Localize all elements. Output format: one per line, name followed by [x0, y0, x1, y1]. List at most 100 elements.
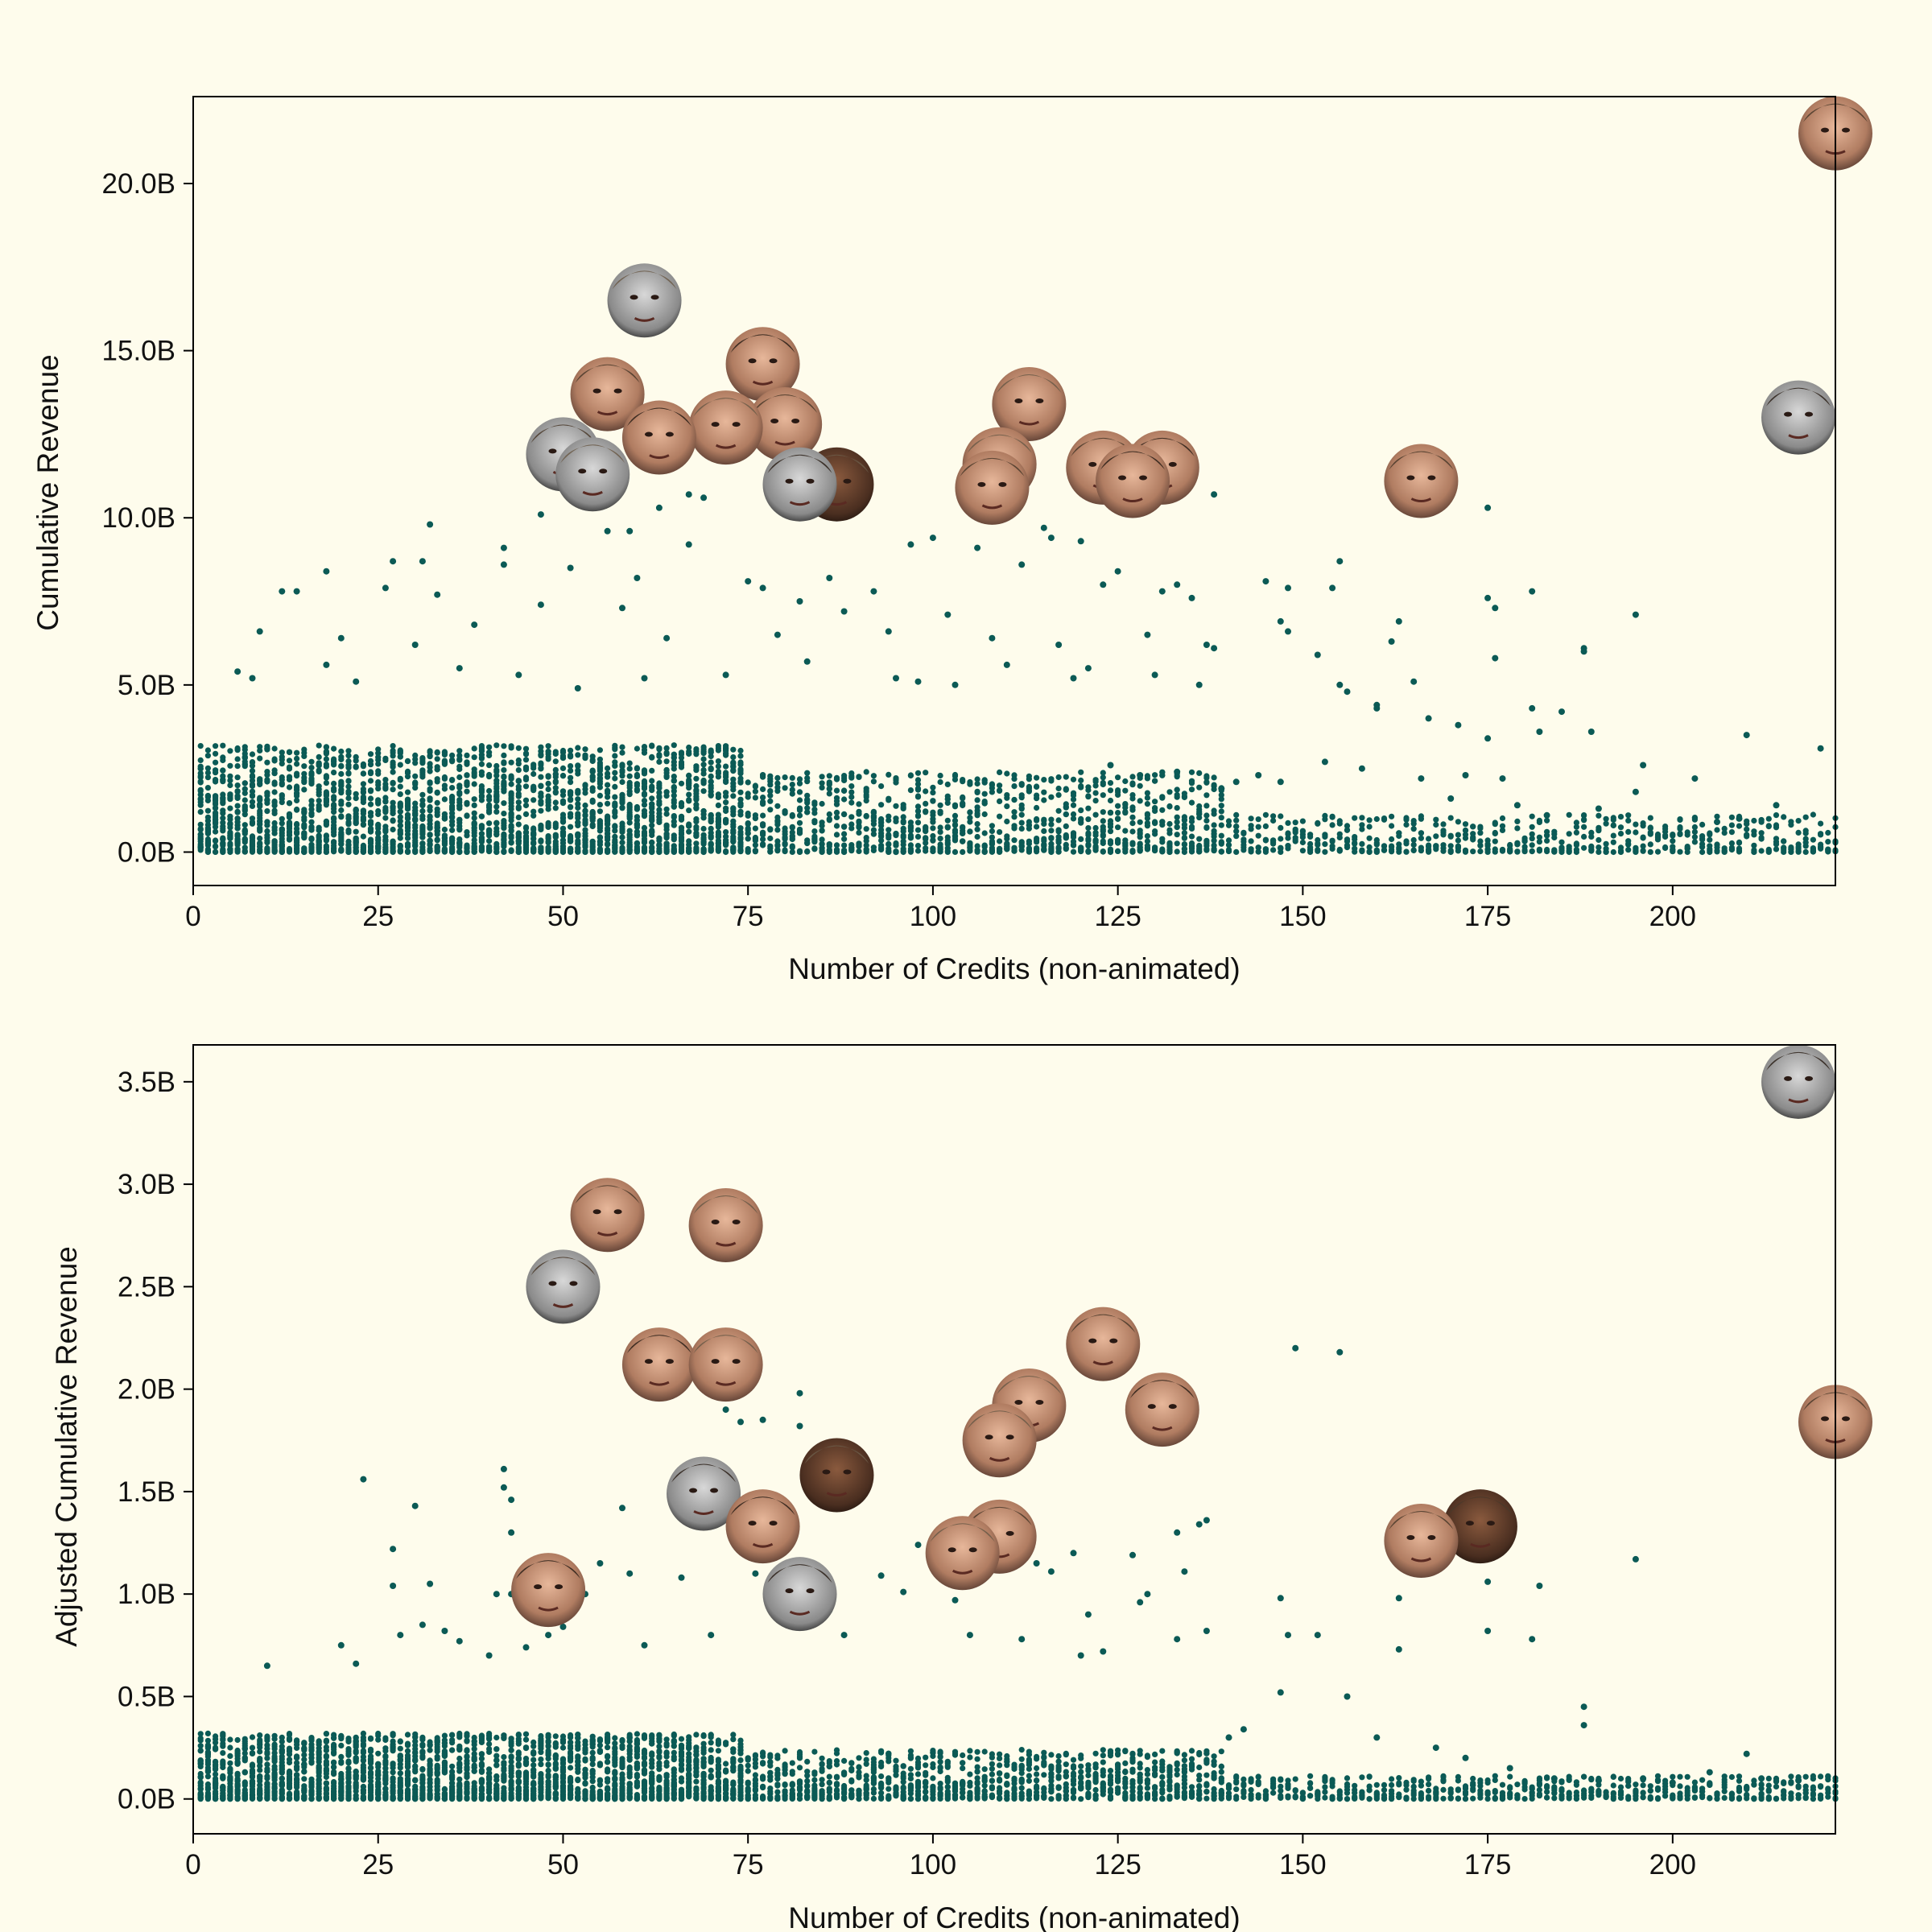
- data-point: [308, 1779, 315, 1785]
- data-point: [501, 752, 507, 759]
- data-point: [1366, 817, 1373, 824]
- data-point: [1218, 839, 1224, 846]
- data-point: [1211, 491, 1218, 498]
- data-point: [323, 568, 330, 575]
- data-point: [486, 744, 493, 750]
- data-point: [678, 754, 685, 761]
- data-point: [360, 799, 366, 806]
- data-point: [227, 792, 233, 799]
- data-point: [1699, 848, 1706, 856]
- data-point: [589, 768, 596, 775]
- data-point: [530, 808, 537, 815]
- data-point: [1004, 840, 1010, 847]
- data-point: [367, 770, 374, 777]
- data-point: [974, 812, 980, 819]
- actor-photo-marker: [762, 447, 837, 522]
- data-point: [1536, 839, 1542, 845]
- data-point: [249, 751, 256, 758]
- data-point: [1107, 787, 1114, 794]
- data-point: [1248, 838, 1254, 844]
- data-point: [1152, 819, 1158, 826]
- data-point: [301, 746, 308, 753]
- data-point: [301, 1793, 308, 1799]
- data-point: [1152, 799, 1158, 805]
- data-point: [649, 822, 655, 828]
- data-point: [234, 833, 241, 840]
- data-point: [227, 1789, 233, 1795]
- data-point: [605, 847, 611, 853]
- data-point: [294, 836, 300, 842]
- data-point: [294, 1781, 300, 1788]
- data-point: [1544, 846, 1550, 853]
- data-point: [1721, 825, 1728, 832]
- data-point: [1728, 840, 1735, 847]
- data-point: [257, 1737, 263, 1744]
- data-point: [863, 769, 869, 775]
- data-point: [575, 815, 581, 821]
- data-point: [1092, 782, 1099, 789]
- data-point: [1714, 848, 1720, 854]
- actor-photo: [955, 450, 1030, 525]
- data-point: [582, 848, 588, 855]
- data-point: [427, 837, 433, 844]
- data-point: [575, 833, 581, 840]
- data-point: [1203, 792, 1210, 799]
- data-point: [1418, 775, 1425, 782]
- data-point: [1389, 823, 1395, 829]
- data-point: [412, 800, 419, 807]
- data-point: [279, 848, 285, 855]
- data-point: [841, 787, 848, 794]
- data-point: [1477, 830, 1484, 836]
- data-point: [760, 821, 766, 828]
- data-point: [1744, 820, 1750, 827]
- data-point: [501, 825, 507, 832]
- data-point: [1003, 661, 1010, 668]
- data-point: [286, 1745, 293, 1752]
- data-point: [1241, 847, 1247, 853]
- data-point: [338, 756, 345, 763]
- data-point: [264, 797, 270, 803]
- data-point: [264, 778, 270, 785]
- data-point: [1137, 772, 1144, 778]
- data-point: [597, 747, 604, 753]
- data-point: [1241, 836, 1247, 843]
- data-point: [582, 812, 588, 819]
- data-point: [264, 1781, 270, 1788]
- data-point: [1447, 832, 1454, 839]
- data-point: [242, 803, 248, 809]
- data-point: [641, 784, 648, 791]
- data-point: [1366, 824, 1373, 830]
- data-point: [789, 774, 795, 782]
- data-point: [204, 1794, 211, 1801]
- data-point: [375, 761, 382, 767]
- data-point: [552, 833, 559, 840]
- data-point: [1026, 845, 1032, 852]
- data-point: [323, 661, 330, 668]
- data-point: [634, 803, 641, 811]
- data-point: [197, 743, 204, 749]
- data-point: [626, 828, 633, 834]
- data-point: [737, 839, 744, 845]
- data-point: [1484, 848, 1491, 855]
- data-point: [1174, 824, 1180, 830]
- data-point: [227, 782, 233, 789]
- data-point: [1092, 777, 1099, 783]
- data-point: [412, 817, 419, 824]
- eye-shape: [770, 418, 779, 423]
- eye-shape: [599, 469, 608, 474]
- data-point: [914, 786, 922, 793]
- data-point: [1492, 654, 1499, 662]
- data-point: [663, 847, 670, 853]
- data-point: [286, 819, 293, 826]
- data-point: [257, 803, 263, 810]
- data-point: [1085, 786, 1092, 794]
- data-point: [715, 763, 722, 770]
- data-point: [382, 757, 389, 764]
- data-point: [397, 783, 403, 790]
- data-point: [390, 786, 396, 793]
- data-point: [478, 761, 485, 767]
- data-point: [575, 822, 581, 828]
- data-point: [397, 775, 403, 782]
- data-point: [568, 811, 574, 817]
- data-point: [286, 800, 293, 807]
